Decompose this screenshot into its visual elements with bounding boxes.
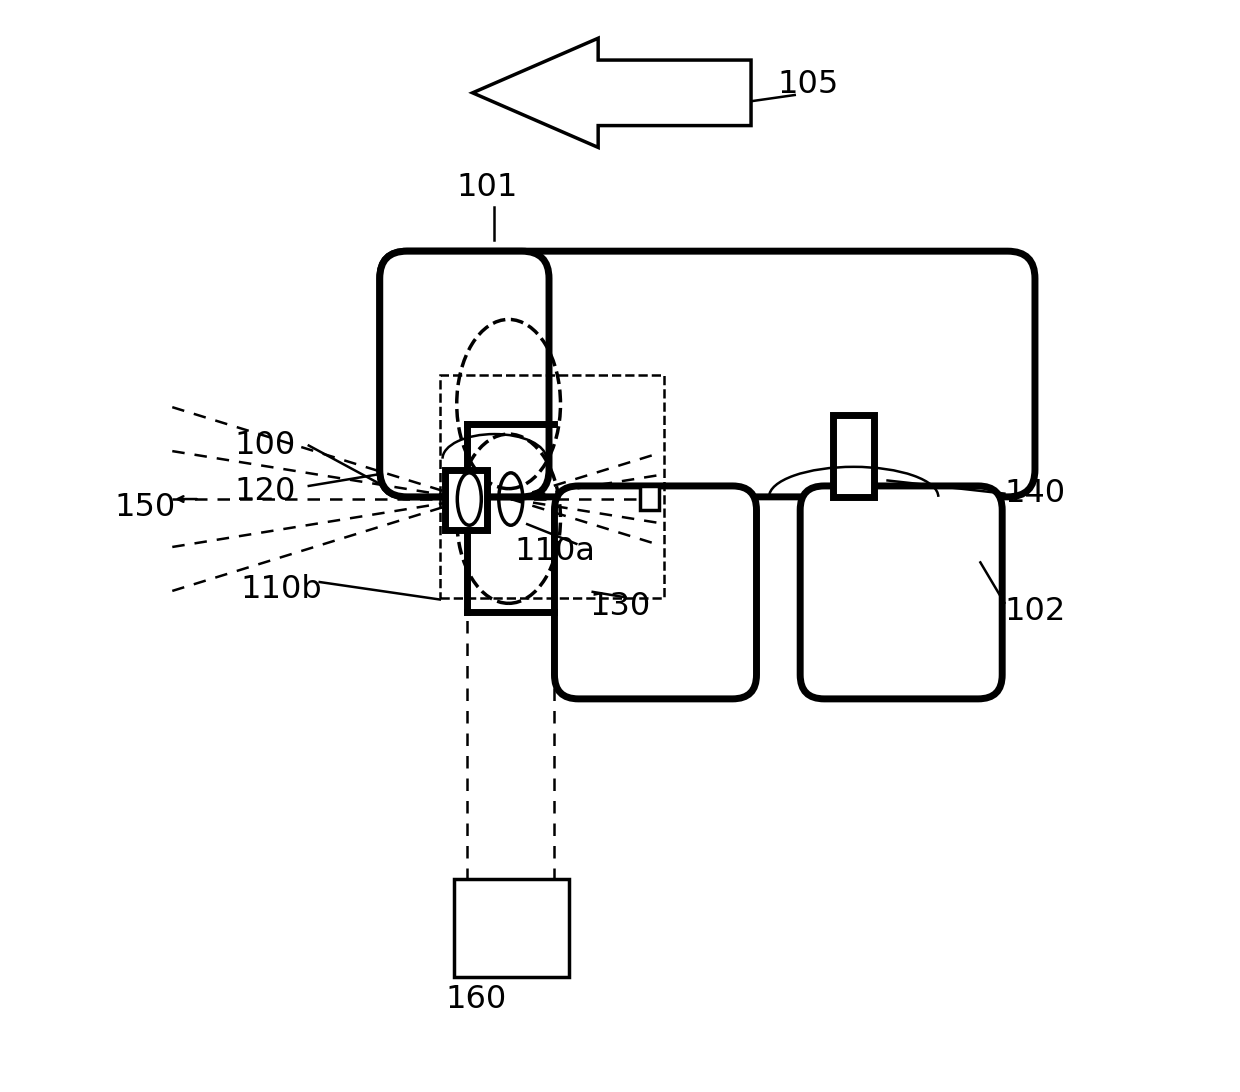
Bar (454, 879, 569, 977)
Text: 130: 130 (589, 591, 651, 621)
FancyBboxPatch shape (379, 251, 549, 497)
Text: 105: 105 (777, 69, 838, 99)
FancyBboxPatch shape (379, 251, 1035, 497)
Bar (640, 486, 660, 510)
FancyBboxPatch shape (800, 486, 1002, 699)
Bar (445, 470, 487, 530)
Text: 150: 150 (114, 492, 176, 523)
Polygon shape (472, 38, 751, 147)
Text: 140: 140 (1004, 478, 1065, 509)
Text: 102: 102 (1004, 596, 1065, 627)
Text: 100: 100 (234, 430, 295, 461)
Text: 120: 120 (234, 476, 296, 507)
Text: 160: 160 (445, 984, 506, 1014)
Bar (833, 415, 874, 497)
Text: 110b: 110b (241, 574, 322, 605)
FancyBboxPatch shape (554, 486, 756, 699)
Text: 101: 101 (456, 173, 517, 203)
Text: 110a: 110a (515, 536, 595, 567)
Bar (440, 375, 663, 598)
